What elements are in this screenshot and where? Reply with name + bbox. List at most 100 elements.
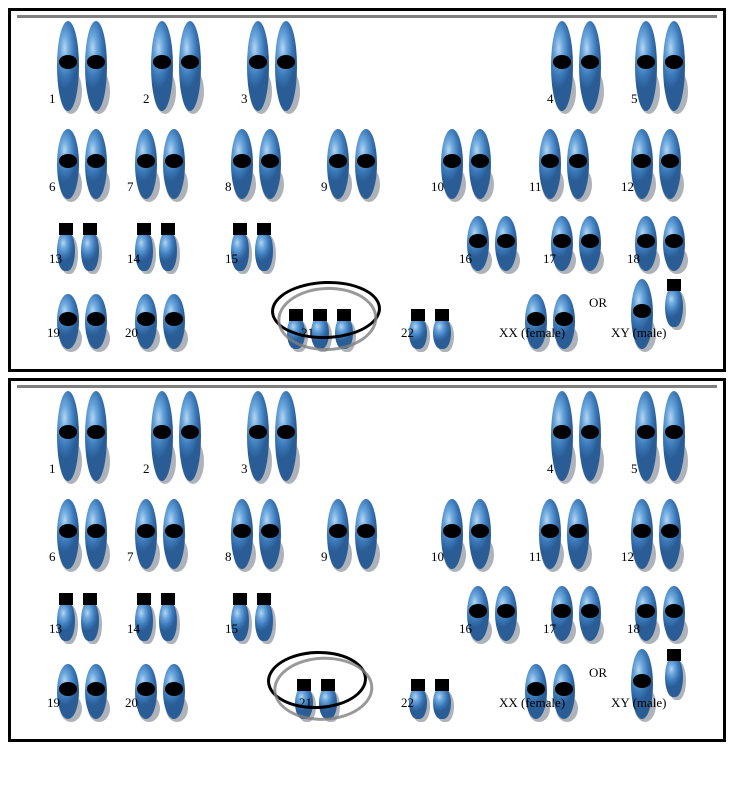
chromosome xyxy=(163,129,185,199)
pair-9 xyxy=(327,129,377,199)
chromosome-acro xyxy=(335,309,353,349)
or-text: OR xyxy=(589,665,607,681)
row-1: 1 2 3 4 5 xyxy=(31,393,703,485)
pair-20 xyxy=(135,664,185,719)
chromosome xyxy=(57,499,79,569)
label-5: 5 xyxy=(631,461,638,477)
chromosome xyxy=(635,391,657,481)
chromosome xyxy=(85,294,107,349)
chromosome xyxy=(85,129,107,199)
chromosome xyxy=(85,391,107,481)
label-11: 11 xyxy=(529,549,542,565)
chromosome xyxy=(85,21,107,111)
label-19: 19 xyxy=(47,325,60,341)
label-17: 17 xyxy=(543,621,556,637)
pair-10 xyxy=(441,499,491,569)
chromosome xyxy=(151,21,173,111)
label-3: 3 xyxy=(241,91,248,107)
chromosome xyxy=(135,499,157,569)
pair-3 xyxy=(247,391,297,481)
pair-19 xyxy=(57,664,107,719)
pair-22 xyxy=(409,679,451,719)
label-18: 18 xyxy=(627,251,640,267)
chromosome xyxy=(179,21,201,111)
chromosome xyxy=(163,294,185,349)
label-13: 13 xyxy=(49,251,62,267)
chromosome xyxy=(579,216,601,271)
pair-16 xyxy=(467,216,517,271)
label-2: 2 xyxy=(143,91,150,107)
chromosome xyxy=(57,294,79,349)
pair-16 xyxy=(467,586,517,641)
label-1: 1 xyxy=(49,461,56,477)
chromosome xyxy=(259,129,281,199)
label-22: 22 xyxy=(401,695,414,711)
pair-9 xyxy=(327,499,377,569)
karyotype-panel-2: 1 2 3 4 5 6 xyxy=(8,378,726,742)
label-XX (female): XX (female) xyxy=(499,695,565,711)
chromosome-y xyxy=(665,649,683,697)
chromosome xyxy=(151,391,173,481)
row-2: 6 7 8 9 10 11 xyxy=(31,123,703,203)
chromosome xyxy=(275,391,297,481)
chromosome xyxy=(57,21,79,111)
label-13: 13 xyxy=(49,621,62,637)
chromosome xyxy=(659,129,681,199)
pair-14 xyxy=(135,223,177,271)
label-9: 9 xyxy=(321,549,328,565)
pair-5 xyxy=(635,391,685,481)
row-4: 19 20 21 22 XX (female)OR XY (male) xyxy=(31,653,703,723)
pair-2 xyxy=(151,21,201,111)
label-4: 4 xyxy=(547,461,554,477)
pair-3 xyxy=(247,21,297,111)
label-9: 9 xyxy=(321,179,328,195)
chromosome xyxy=(327,499,349,569)
chromosome xyxy=(551,21,573,111)
row-2: 6 7 8 9 10 11 xyxy=(31,493,703,573)
chromosome xyxy=(85,664,107,719)
chromosome xyxy=(135,664,157,719)
chromosome xyxy=(441,129,463,199)
label-XY (male): XY (male) xyxy=(611,695,666,711)
chromosome xyxy=(163,664,185,719)
pair-21 xyxy=(287,309,353,349)
or-text: OR xyxy=(589,295,607,311)
chromosome xyxy=(355,129,377,199)
chromosome xyxy=(275,21,297,111)
label-21: 21 xyxy=(301,325,314,341)
chromosome xyxy=(135,294,157,349)
chromosome xyxy=(355,499,377,569)
pair-11 xyxy=(539,499,589,569)
pair-8 xyxy=(231,499,281,569)
pair-4 xyxy=(551,21,601,111)
pair-13 xyxy=(57,223,99,271)
label-20: 20 xyxy=(125,695,138,711)
pair-7 xyxy=(135,129,185,199)
label-12: 12 xyxy=(621,179,634,195)
karyotype-root: 1 2 3 4 5 6 xyxy=(8,8,726,742)
pair-1 xyxy=(57,21,107,111)
chromosome xyxy=(163,499,185,569)
pair-17 xyxy=(551,586,601,641)
label-8: 8 xyxy=(225,179,232,195)
chromosome-acro xyxy=(255,223,273,271)
chromosome xyxy=(247,21,269,111)
chromosome xyxy=(57,391,79,481)
chromosome xyxy=(631,499,653,569)
chromosome xyxy=(469,499,491,569)
pair-18 xyxy=(635,216,685,271)
label-15: 15 xyxy=(225,621,238,637)
chromosome xyxy=(247,391,269,481)
chromosome-acro xyxy=(433,309,451,349)
pair-1 xyxy=(57,391,107,481)
chromosome xyxy=(85,499,107,569)
pair-10 xyxy=(441,129,491,199)
chromosome xyxy=(135,129,157,199)
chromosome xyxy=(259,499,281,569)
chromosome-acro xyxy=(159,593,177,641)
label-8: 8 xyxy=(225,549,232,565)
chromosome xyxy=(231,499,253,569)
chromosome-acro xyxy=(81,223,99,271)
label-19: 19 xyxy=(47,695,60,711)
chromosome xyxy=(57,664,79,719)
